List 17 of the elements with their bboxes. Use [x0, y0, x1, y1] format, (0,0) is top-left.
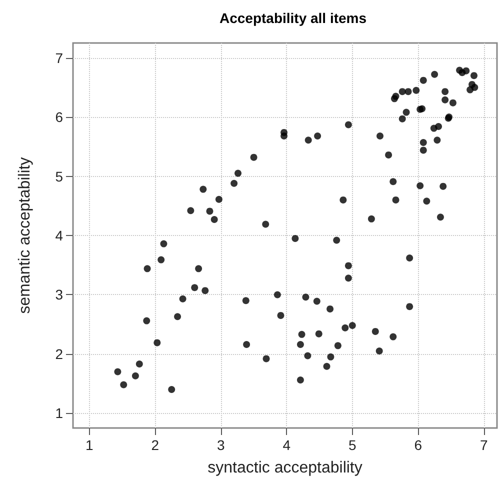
y-tick-label: 5	[55, 168, 64, 184]
x-tick-label: 5	[348, 437, 356, 453]
x-tick-label: 1	[86, 437, 94, 453]
x-tick-label: 2	[151, 437, 160, 453]
y-tick-label: 1	[55, 405, 64, 422]
x-axis-title: syntactic acceptability	[208, 460, 362, 476]
x-tick-label: 4	[282, 437, 291, 453]
x-tick-label: 7	[480, 437, 488, 453]
y-tick-label: 2	[55, 346, 64, 362]
x-tick-label: 3	[217, 437, 226, 453]
y-axis-title: semantic acceptability	[16, 157, 34, 314]
y-tick-label: 3	[55, 286, 64, 303]
x-tick-label: 6	[414, 437, 422, 453]
y-tick-label: 4	[55, 228, 64, 244]
chart-title: Acceptability all items	[219, 10, 367, 26]
y-tick-label: 6	[55, 109, 64, 126]
y-tick-label: 7	[55, 50, 64, 66]
